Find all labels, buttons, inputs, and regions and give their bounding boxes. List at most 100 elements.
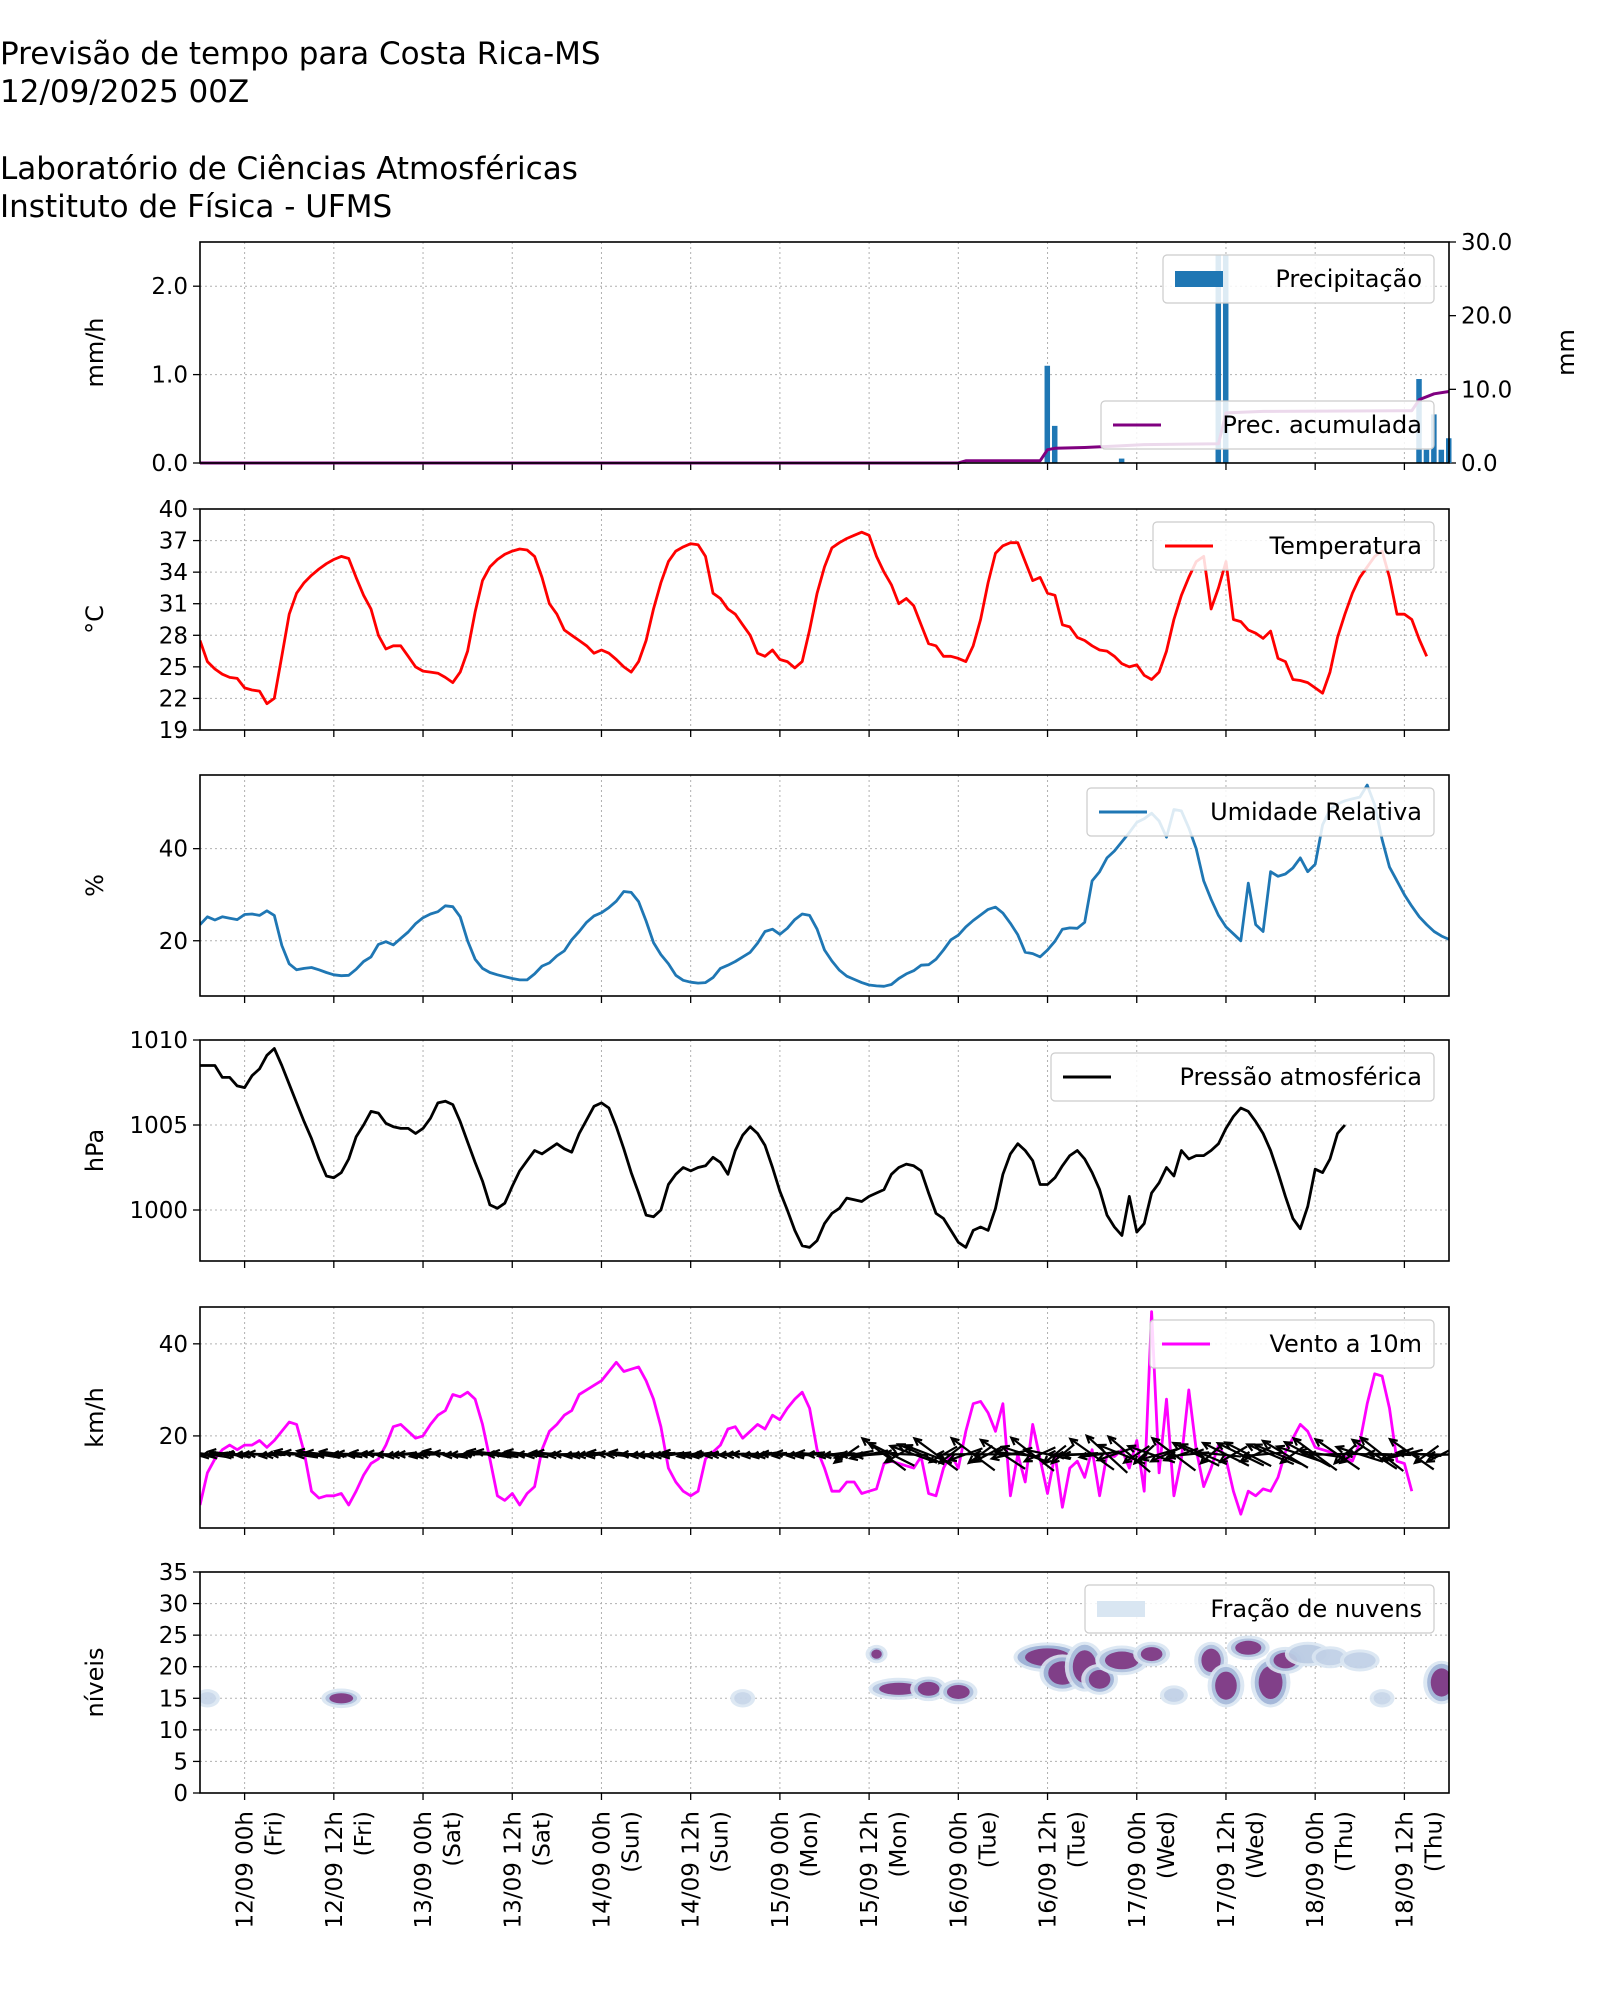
wind-arrow-head: [281, 1448, 292, 1458]
cloud-fraction-halo: [1339, 1649, 1380, 1672]
wind-arrow-head: [888, 1444, 899, 1453]
wind-arrow-head: [730, 1449, 741, 1459]
wind-arrow-head: [1061, 1450, 1072, 1460]
legend-patch-swatch: [1175, 271, 1223, 287]
wind-arrow-head: [503, 1448, 514, 1457]
y-tick-label: 40: [159, 497, 188, 523]
x-tick-label-day: (Fri): [351, 1811, 377, 1856]
panel-frame: [199, 774, 1450, 997]
y2-axis-label: mm: [1552, 329, 1580, 376]
legend-box: [1149, 1319, 1435, 1369]
x-tick-label-day: (Thu): [1332, 1811, 1358, 1872]
precip-bar: [1215, 255, 1222, 463]
wind-arrow-head: [692, 1449, 703, 1459]
chart-subtitle-line1: Laboratório de Ciências Atmosféricas: [0, 151, 578, 187]
x-tick-label-date: 16/09 12h: [1036, 1811, 1062, 1928]
wind-arrow-head: [1095, 1453, 1106, 1462]
pressure-line: [200, 1047, 1346, 1249]
cloud-fraction-core: [1201, 1648, 1221, 1673]
y-tick-label: 10: [159, 1718, 188, 1744]
precip-bar: [1222, 255, 1229, 463]
wind-arrow-head: [1282, 1440, 1293, 1450]
x-tick-label-day: (Wed): [1154, 1811, 1180, 1879]
wind-arrow-head: [675, 1450, 686, 1460]
wind-arrow-head: [702, 1450, 714, 1460]
precip-bar: [1051, 425, 1058, 463]
legend-wind: Vento a 10m: [1149, 1319, 1435, 1369]
wind-arrow-head: [534, 1448, 545, 1458]
wind-arrow: [1224, 1441, 1272, 1468]
wind-arrow-head: [1274, 1444, 1286, 1454]
x-tick-label-date: 17/09 12h: [1214, 1811, 1240, 1928]
wind-arrow-head: [660, 1448, 671, 1458]
wind-arrow-head: [595, 1449, 607, 1459]
wind-arrow-head: [1042, 1455, 1053, 1465]
wind-arrow: [1133, 1444, 1155, 1465]
wind-arrow-head: [1383, 1452, 1395, 1462]
wind-arrow-head: [708, 1450, 720, 1460]
wind-arrow-head: [618, 1449, 630, 1459]
wind-arrow-head: [186, 1449, 194, 1456]
wind-arrow-head: [1022, 1454, 1033, 1463]
wind-arrow-head: [1084, 1433, 1095, 1444]
wind-arrow-head: [1148, 1454, 1160, 1463]
wind-arrow-head: [821, 1450, 832, 1460]
x-tick-label-day: (Sat): [440, 1811, 466, 1867]
wind-arrow-head: [946, 1453, 958, 1462]
wind-arrow-head: [992, 1448, 1004, 1458]
wind-arrow-head: [1313, 1437, 1324, 1447]
legend-box: [1162, 254, 1435, 304]
x-tick-label-date: 12/09 00h: [233, 1811, 259, 1928]
wind-arrow-head: [257, 1450, 268, 1460]
wind-arrow-head: [1260, 1439, 1272, 1449]
wind-arrow-head: [407, 1450, 419, 1460]
wind-arrow-head: [389, 1450, 401, 1460]
wind-arrow-head: [1425, 1450, 1437, 1460]
wind-arrow-head: [651, 1450, 662, 1460]
precip-bar: [1438, 449, 1445, 463]
wind-arrow-head: [1045, 1449, 1057, 1459]
x-tick-label-date: 12/09 12h: [322, 1811, 348, 1928]
cloud-fraction-core: [917, 1681, 940, 1696]
y-tick-label: 40: [159, 837, 188, 863]
wind-arrow-head: [628, 1450, 639, 1460]
wind-arrow-head: [815, 1450, 827, 1460]
y-tick-label: 31: [159, 592, 188, 618]
wind-arrow-head: [860, 1436, 871, 1447]
legend-label: Temperatura: [1269, 532, 1423, 560]
y-tick-label: 20: [159, 1424, 188, 1450]
wind-arrow-head: [1378, 1453, 1389, 1462]
legend-box: [1100, 400, 1435, 450]
wind-arrow-head: [1193, 1448, 1205, 1458]
wind-arrow-head: [514, 1450, 526, 1459]
x-tick-label-date: 14/09 12h: [679, 1811, 705, 1928]
wind-arrow-head: [749, 1450, 760, 1460]
wind-arrow-head: [1150, 1436, 1161, 1446]
wind-arrow-head: [1125, 1444, 1137, 1453]
wind-arrow-head: [1077, 1451, 1088, 1461]
wind-arrow-head: [1053, 1450, 1065, 1460]
wind-arrow-head: [1178, 1443, 1189, 1452]
temperature-line: [200, 530, 1428, 706]
legend-label: Prec. acumulada: [1222, 411, 1422, 439]
wind-arrow-head: [847, 1452, 859, 1462]
wind-arrow-head: [329, 1450, 340, 1460]
x-tick-label-day: (Tue): [975, 1811, 1001, 1868]
wind-arrow-head: [272, 1447, 284, 1457]
wind-arrow-head: [716, 1450, 728, 1460]
wind-arrow-head: [682, 1450, 693, 1460]
wind-arrow-head: [224, 1449, 235, 1459]
wind-arrow-head: [607, 1448, 619, 1458]
x-tick-label-day: (Thu): [1421, 1811, 1447, 1872]
wind-arrow-head: [1342, 1449, 1354, 1459]
panel-frame: [199, 1571, 1450, 1794]
wind-arrow-head: [895, 1443, 906, 1452]
legend-pressure: Pressão atmosférica: [1050, 1052, 1435, 1102]
y-tick-label: 15: [159, 1686, 188, 1712]
cloud-fraction-area: [1373, 1692, 1391, 1705]
wind-arrow-head: [1365, 1449, 1376, 1459]
wind-arrow-head: [883, 1454, 894, 1464]
chart-title-line1: Previsão de tempo para Costa Rica-MS: [0, 36, 601, 72]
wind-arrow-head: [413, 1450, 425, 1460]
wind-arrow-head: [551, 1449, 562, 1459]
